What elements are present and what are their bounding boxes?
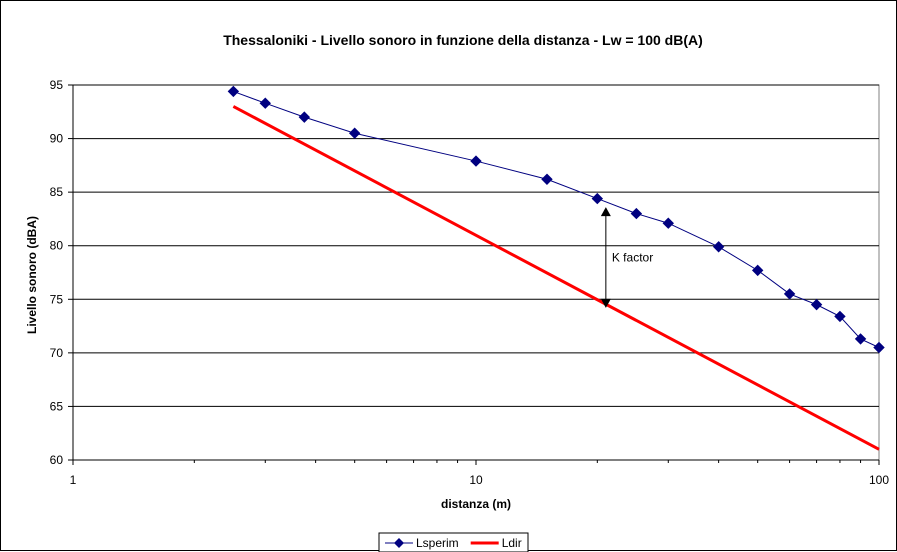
y-axis-label: Livello sonoro (dBA) [25,216,39,334]
series-line-Lsperim [233,90,880,348]
legend-item-Ldir: Ldir [470,536,522,550]
data-point [834,310,846,323]
y-tick-label: 85 [50,185,64,199]
y-tick-label: 75 [50,292,64,306]
legend-item-Lsperim: Lsperim [385,536,459,550]
data-point [259,97,271,109]
x-axis-label: distanza (m) [441,497,511,511]
data-point [783,288,796,300]
data-point [810,298,823,311]
data-point [662,217,674,229]
data-point [541,173,553,185]
y-tick-label: 65 [50,399,64,413]
x-tick-label: 10 [469,473,483,487]
data-point [348,127,361,139]
annotation-k-factor: K factor [600,207,653,308]
data-point [712,241,725,253]
data-point [873,341,885,354]
legend-label: Ldir [502,536,522,550]
series-Lsperim [227,85,885,354]
annotation-label: K factor [612,251,653,265]
chart-title: Thessaloniki - Livello sonoro in funzion… [223,32,703,48]
axis-ticks: 60 65 70 75 80 85 90 95 1 10 100 [50,78,890,487]
data-point [298,111,311,123]
plot-area [72,84,880,461]
y-tick-label: 95 [50,78,64,92]
legend-label: Lsperim [416,536,459,550]
annotation-arrowhead-down [600,298,611,308]
y-tick-label: 80 [50,239,64,253]
legend-box [378,532,529,552]
data-point [470,155,482,167]
annotation-arrowhead-up [600,207,611,217]
annotation-layer: K factor [600,207,653,308]
y-tick-label: 60 [50,453,64,467]
data-point [854,333,867,345]
grid-lines [73,84,879,407]
x-tick-label: 1 [70,473,77,487]
legend-swatch-marker [394,538,404,548]
series-line-Ldir [232,105,880,451]
series-layer [227,85,885,451]
data-point [591,192,604,205]
y-tick-label: 90 [50,132,64,146]
data-point [227,85,240,98]
series-Ldir [232,105,880,451]
x-tick-label: 100 [869,473,889,487]
y-tick-label: 70 [50,346,64,360]
data-point [630,207,643,220]
legend: Lsperim Ldir [378,532,529,552]
data-point [751,264,764,277]
